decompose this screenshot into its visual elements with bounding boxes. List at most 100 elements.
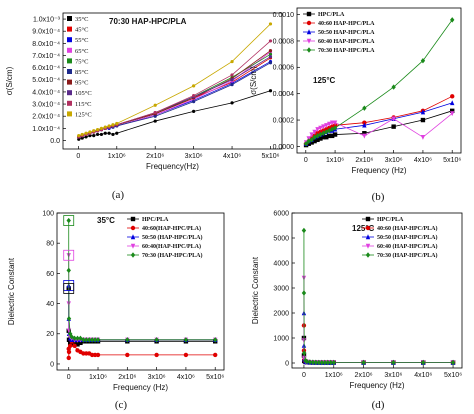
data-point	[268, 89, 273, 93]
x-tick-label: 2x10⁶	[118, 374, 136, 381]
data-point	[154, 352, 159, 358]
data-point	[420, 109, 426, 115]
data-point	[321, 134, 326, 140]
data-point	[301, 227, 307, 234]
legend-label: 70:30 (HAP-HPC/PLA)	[142, 252, 203, 259]
data-point	[268, 61, 273, 65]
data-point	[309, 137, 314, 143]
legend-label: 50:50 (HAP-HPC/PLA)	[142, 234, 203, 241]
legend-swatch	[67, 79, 72, 85]
data-point	[192, 109, 196, 113]
y-tick-label: 0.0008	[273, 38, 295, 45]
data-point	[103, 131, 107, 135]
legend-label: HPC/PLA	[318, 12, 345, 18]
data-point	[332, 120, 338, 126]
data-point	[72, 343, 77, 349]
data-point	[92, 129, 96, 133]
data-point	[322, 359, 328, 366]
data-point	[302, 350, 307, 356]
data-point	[84, 135, 88, 139]
x-tick-label: 4x10⁶	[223, 153, 241, 160]
data-point	[230, 78, 234, 82]
data-point	[230, 83, 234, 87]
chart-c: 0 1x10⁶ 2x10⁶ 3x10⁶ 4x10⁶ 5x10⁶ 0 20 40 60 80 100 Fr…	[7, 210, 225, 411]
y-tick-label: 2000	[273, 310, 289, 317]
data-point	[81, 337, 86, 343]
data-point	[450, 108, 455, 114]
series-60-40-hap-hpc-pla	[303, 111, 455, 146]
legend-marker	[130, 216, 136, 222]
legend-swatch	[67, 16, 72, 21]
legend-label: 95°C	[75, 80, 88, 87]
data-point	[125, 337, 130, 343]
data-point	[309, 132, 314, 138]
data-point	[328, 359, 333, 366]
legend-label: 40:60(HAP-HPC/PLA)	[142, 225, 201, 232]
data-point	[329, 120, 335, 126]
x-tick-label: 3x10⁶	[148, 374, 166, 381]
y-tick-label: 1.0x10⁻³	[33, 16, 61, 23]
y-tick-label: 9.0x10⁻⁴	[32, 29, 60, 36]
legend-label: 60:40(HAP-HPC/PLA)	[142, 243, 201, 250]
data-point	[391, 359, 396, 366]
data-point	[153, 114, 157, 118]
panel-caption: (d)	[372, 399, 385, 411]
data-point	[327, 133, 332, 139]
legend-label: 70:30 (HAP-HPC/PLA)	[377, 252, 438, 259]
data-point	[213, 337, 218, 343]
data-point	[312, 138, 317, 144]
legend-swatch	[67, 37, 72, 43]
data-point	[321, 124, 326, 130]
data-point	[192, 93, 196, 98]
series-70-30-hap-hpc-pla	[303, 17, 455, 147]
x-tick-label: 3x10⁶	[185, 153, 203, 160]
data-point	[329, 133, 335, 139]
data-point	[362, 105, 367, 111]
data-point	[99, 126, 104, 130]
y-tick-label: 5000	[273, 235, 289, 242]
y-tick-label: 0.0010	[273, 12, 295, 19]
data-point	[421, 359, 426, 366]
y-axis-label: Dielectric Constant	[251, 256, 260, 324]
data-point	[318, 125, 323, 131]
panel-caption: (c)	[115, 399, 128, 411]
data-point	[75, 342, 80, 347]
series-70-30-hap-hpc-pla-	[301, 227, 456, 366]
y-tick-label: 7.0x10⁻⁴	[32, 53, 60, 60]
temperature-annotation: 125°C	[352, 224, 375, 233]
data-point	[107, 124, 111, 128]
y-tick-label: 1000	[273, 335, 289, 342]
data-point	[80, 132, 84, 137]
legend-swatch	[67, 47, 72, 53]
data-point	[332, 132, 338, 137]
legend-label: 125°C	[75, 111, 92, 118]
x-tick-label: 3x10⁶	[385, 157, 403, 164]
data-point	[99, 132, 104, 137]
y-tick-label: 0.0	[50, 138, 60, 145]
x-tick-label: 0	[302, 372, 306, 379]
data-point	[95, 132, 100, 137]
panel-caption: (a)	[112, 189, 125, 201]
legend-marker	[306, 11, 312, 17]
y-tick-label: 0.0006	[273, 65, 295, 72]
data-point	[67, 343, 73, 349]
legend-swatch	[67, 111, 72, 117]
data-point	[268, 52, 273, 56]
data-point	[450, 359, 456, 366]
chart-title: 70:30 HAP-HPC/PLA	[109, 17, 187, 26]
legend-label: 45°C	[75, 27, 88, 34]
x-axis-label: Frequency (Hz)	[113, 383, 168, 392]
legend: HPC/PLA 40:60 HAP-HPC/PLA 50:50 HAP-HPC/PL…	[303, 11, 375, 54]
data-point	[302, 355, 307, 361]
legend-label: 60:40 (HAP-HPC/PLA)	[377, 243, 438, 250]
plot-frame	[291, 212, 463, 369]
data-point	[324, 123, 329, 129]
x-tick-label: 3x10⁶	[384, 372, 402, 379]
legend-marker	[130, 225, 136, 231]
data-point	[420, 117, 426, 123]
data-point	[192, 100, 196, 104]
y-tick-label: 2.0x10⁻⁴	[32, 114, 60, 121]
data-point	[84, 337, 89, 343]
data-point	[88, 134, 92, 138]
data-point	[115, 121, 119, 126]
